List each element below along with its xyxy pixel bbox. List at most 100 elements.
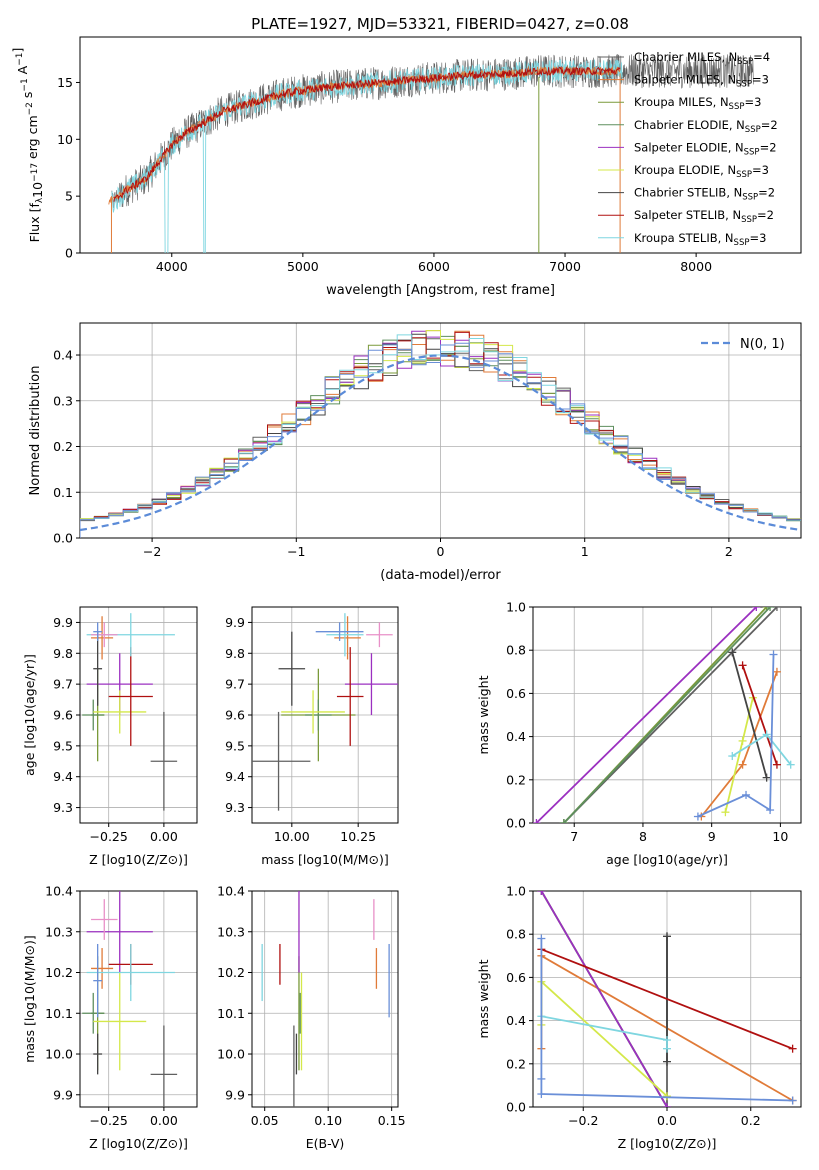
spectrum-ylabel: Flux [fλ10−17 erg cm−2 s−1 A−1] [10,48,45,243]
hist-extra2 [80,342,801,538]
legend-label: Salpeter STELIB, NSSP=2 [634,208,774,225]
age_vs_Z-ylabel: age [log10(age/yr)] [22,654,37,776]
y-tick-label: 10.1 [45,1006,73,1021]
x-tick-label: 0 [437,544,445,559]
x-tick-label: 9 [708,829,716,844]
y-tick-label: 9.5 [225,738,245,753]
residuals-ylabel: Normed distribution [28,366,43,496]
legend-val: =2 [761,118,778,132]
y-tick-label: 9.4 [53,769,73,784]
x-tick-label: 0.15 [378,1113,406,1128]
legend-val: =4 [753,50,770,64]
hist-series [80,330,801,538]
x-tick-label: 7000 [549,259,581,274]
legend-label: Chabrier MILES, NSSP=4 [634,50,770,67]
y-tick-label: 9.9 [225,1087,245,1102]
y-tick-label: 0.1 [53,485,73,500]
age_vs_Z-axes: −0.25 0.00 9.3 9.4 9.5 9.6 9.7 9.8 9.9 Z [log10(Z… [22,606,198,867]
x-tick-label: 10.25 [340,829,376,844]
y-tick-label: 10.4 [217,884,245,899]
ylabel-part: erg cm [25,115,40,163]
y-tick-label: 10.2 [217,965,245,980]
legend-sub: SSP [741,215,757,225]
weight_vs_Z-series [537,891,797,1107]
weights-chabrier_elodie [563,607,771,823]
x-tick-label: 0.10 [314,1113,342,1128]
y-tick-label: 10.0 [217,1047,245,1062]
legend-label: Salpeter ELODIE, NSSP=2 [634,140,777,157]
weight_vs_Z-axes: −0.2 0.0 0.2 0.0 0.2 0.4 0.6 0.8 1.0 Z [log10(Z/Z… [476,884,802,1151]
x-tick-label: 8000 [680,259,712,274]
legend-name: Kroupa MILES, N [634,95,729,109]
y-tick-label: 0.8 [506,643,526,658]
normal-legend-label: N(0, 1) [740,337,785,352]
y-tick-label: 0.0 [506,816,526,831]
legend-label: Chabrier STELIB, NSSP=2 [634,186,775,203]
legend-val: =3 [749,231,766,245]
residuals-frame [79,322,802,539]
weight_vs_age-frame [532,606,802,824]
x-tick-label: −1 [287,544,305,559]
mass_vs_ebv-axes: 0.05 0.10 0.15 9.9 10.0 10.1 10.2 10.3 10.4 E(B-V… [217,884,405,1152]
weight_vs_age-axes: 7 8 9 10 0.0 0.2 0.4 0.6 0.8 1.0 age [log10(age/yr… [476,600,802,867]
mass_vs_ebv-frame [251,890,399,1108]
x-tick-label: 10.00 [274,829,310,844]
spectrum-frame [79,36,802,254]
legend-val: =3 [752,73,769,87]
x-tick-label: 2 [725,544,733,559]
x-tick-label: 0.00 [150,829,178,844]
y-tick-label: 5 [65,189,73,204]
legend-name: Chabrier ELODIE, N [634,118,745,132]
y-tick-label: 9.9 [53,1087,73,1102]
legend-label: Kroupa STELIB, NSSP=3 [634,231,766,248]
x-tick-label: 10 [772,829,788,844]
legend-sub: SSP [736,80,752,90]
y-tick-label: 9.8 [225,646,245,661]
y-tick-label: 0.0 [506,1100,526,1115]
age_vs_Z-xlabel: Z [log10(Z/Z⊙)] [89,852,188,867]
spectrum-line-chabrier_miles [111,54,754,208]
ylabel-part: λ [35,197,45,203]
y-tick-label: 0.4 [506,1013,526,1028]
legend-val: =2 [757,208,774,222]
y-tick-label: 10.2 [45,965,73,980]
legend-name: Salpeter STELIB, N [634,208,741,222]
y-tick-label: 0.0 [53,531,73,546]
spectrum-line-salpeter_miles [108,65,621,205]
ylabel-part: 10 [30,182,45,198]
age_vs_mass-axes: 10.00 10.25 9.3 9.4 9.5 9.6 9.7 9.8 9.9 mass [log… [225,606,399,867]
legend-name: Kroupa STELIB, N [634,231,734,245]
x-tick-label: −0.25 [90,829,128,844]
weights-extra2 [697,654,775,818]
mass_vs_ebv-series [261,891,390,1107]
x-tick-label: 0.2 [741,1113,761,1128]
normal-curve [80,354,801,532]
legend-sub: SSP [742,193,758,203]
ylabel-part: −2 [25,102,35,115]
y-tick-label: 9.4 [225,769,245,784]
y-tick-label: 9.6 [225,708,245,723]
legend-val: =2 [758,186,775,200]
weights-chabrier_stelib [731,652,768,778]
y-tick-label: 9.3 [53,800,73,815]
ylabel-part: −1 [20,78,30,91]
mass_vs_Z-xlabel: Z [log10(Z/Z⊙)] [89,1136,188,1151]
spectrum-xlabel: wavelength [Angstrom, rest frame] [326,283,555,298]
y-tick-label: 9.9 [225,615,245,630]
spectrum-line-salpeter_stelib [113,65,621,202]
y-tick-label: 0.6 [506,686,526,701]
spectrum-axes: 4000 5000 6000 7000 8000 0 5 10 15 wavelength [An… [10,36,802,298]
mass_vs_Z-frame [79,890,198,1108]
figure-title: PLATE=1927, MJD=53321, FIBERID=0427, z=0… [251,15,629,33]
y-tick-label: 9.3 [225,800,245,815]
y-tick-label: 9.5 [53,738,73,753]
legend-label: Chabrier ELODIE, NSSP=2 [634,118,778,135]
ylabel-part: Flux [f [27,203,42,243]
y-tick-label: 9.6 [53,708,73,723]
weight_vs_Z-ylabel: mass weight [476,959,491,1038]
ylabel-part: A [15,65,30,78]
mass_vs_Z-axes: −0.25 0.00 9.9 10.0 10.1 10.2 10.3 10.4 Z [log10… [22,884,198,1151]
legend-label: Kroupa MILES, NSSP=3 [634,95,761,112]
age_vs_Z-frame [79,606,198,824]
